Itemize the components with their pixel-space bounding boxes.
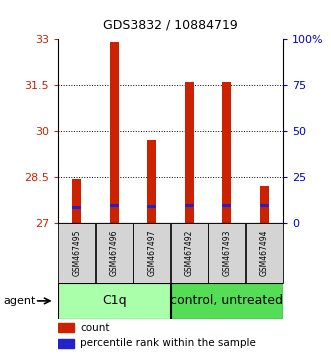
Text: percentile rank within the sample: percentile rank within the sample [80,338,256,348]
FancyBboxPatch shape [133,223,170,283]
FancyBboxPatch shape [208,223,245,283]
Bar [147,140,156,223]
Bar [58,323,74,332]
Text: GSM467496: GSM467496 [110,230,119,276]
Bar [72,206,81,209]
Bar [110,42,119,223]
FancyBboxPatch shape [96,223,133,283]
Text: GSM467495: GSM467495 [72,230,81,276]
Bar [260,204,269,207]
Text: control, untreated: control, untreated [170,295,283,307]
Text: GSM467492: GSM467492 [185,230,194,276]
Text: C1q: C1q [102,295,126,307]
Text: GDS3832 / 10884719: GDS3832 / 10884719 [103,19,238,32]
Bar [260,185,269,223]
Bar [222,82,231,223]
Text: GSM467497: GSM467497 [147,230,156,276]
FancyBboxPatch shape [58,283,170,319]
FancyBboxPatch shape [171,223,208,283]
FancyBboxPatch shape [246,223,283,283]
Bar [58,339,74,348]
Bar [147,205,156,208]
Bar [110,204,119,207]
FancyBboxPatch shape [58,223,95,283]
Text: agent: agent [3,296,36,306]
Text: GSM467494: GSM467494 [260,230,269,276]
Bar [72,178,81,223]
Bar [222,204,231,207]
Bar [184,204,194,207]
Text: GSM467493: GSM467493 [222,230,231,276]
FancyBboxPatch shape [171,283,283,319]
Text: count: count [80,322,110,332]
Bar [184,82,194,223]
